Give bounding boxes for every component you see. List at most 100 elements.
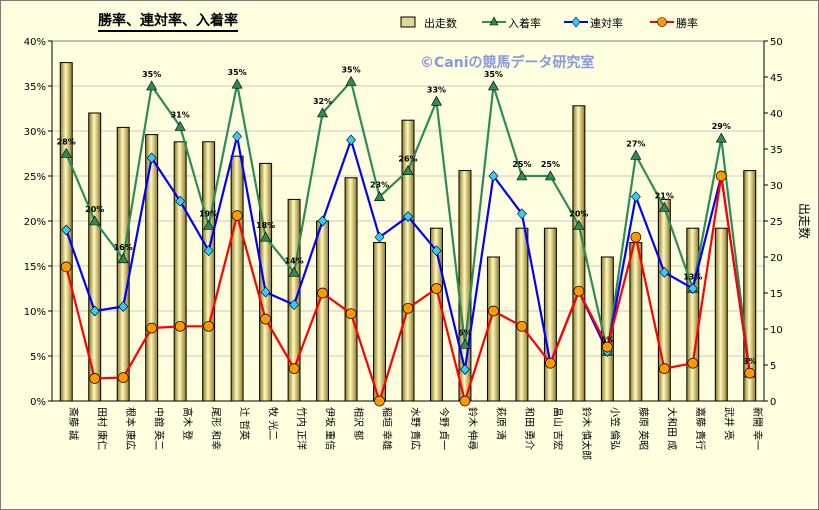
bar-starts bbox=[344, 177, 358, 402]
category-label: 稲垣 幸雄 bbox=[381, 407, 394, 450]
point-placing bbox=[288, 266, 300, 277]
right-tick-label: 15 bbox=[770, 289, 783, 300]
point-winrate bbox=[459, 395, 471, 407]
point-quinella bbox=[232, 130, 243, 142]
point-winrate bbox=[402, 302, 414, 314]
category-label: 武井 亮 bbox=[722, 407, 735, 440]
point-winrate bbox=[231, 210, 243, 221]
bar-starts bbox=[515, 227, 529, 402]
data-label-placing: 19% bbox=[199, 210, 218, 219]
point-quinella bbox=[260, 286, 271, 298]
left-tick-label: 0% bbox=[30, 397, 46, 408]
point-winrate bbox=[260, 313, 271, 325]
point-quinella bbox=[346, 134, 356, 146]
left-tick-label: 15% bbox=[24, 262, 46, 273]
category-label: 小笠 倫弘 bbox=[608, 407, 621, 450]
category-label: 嘉藤 貴行 bbox=[694, 407, 707, 450]
legend-item-placing: 入着率 bbox=[482, 14, 541, 30]
data-label-placing: 16% bbox=[114, 243, 133, 252]
right-tick-label: 45 bbox=[770, 73, 783, 84]
left-tick-label: 20% bbox=[24, 217, 46, 228]
legend-diamond-icon bbox=[564, 16, 588, 28]
left-tick-label: 25% bbox=[24, 172, 46, 183]
point-placing bbox=[117, 253, 129, 264]
point-winrate bbox=[146, 322, 158, 334]
point-winrate bbox=[203, 320, 214, 332]
bar-starts bbox=[259, 162, 273, 402]
right-tick-label: 5 bbox=[770, 361, 776, 372]
data-label-placing: 32% bbox=[313, 97, 332, 106]
category-label: 和田 勇介 bbox=[523, 407, 535, 450]
category-label: 根本 康広 bbox=[124, 407, 137, 450]
right-tick-label: 20 bbox=[770, 253, 783, 264]
point-placing bbox=[60, 147, 72, 158]
point-placing bbox=[89, 215, 101, 226]
category-label: 高木 登 bbox=[181, 407, 194, 440]
category-label: 斎藤 誠 bbox=[67, 407, 80, 440]
bar-starts bbox=[686, 227, 700, 402]
data-label-placing: 25% bbox=[541, 160, 560, 169]
point-quinella bbox=[460, 364, 470, 375]
category-label: 相沢 郁 bbox=[352, 407, 365, 440]
point-placing bbox=[374, 191, 386, 201]
point-quinella bbox=[403, 211, 413, 222]
bar-starts bbox=[714, 227, 728, 402]
data-label-placing: 20% bbox=[85, 205, 104, 214]
category-label: 尾形 和幸 bbox=[210, 407, 222, 450]
data-label-placing: 29% bbox=[712, 122, 731, 131]
bar-starts bbox=[743, 170, 757, 402]
category-label: 牧 光二 bbox=[267, 407, 280, 440]
left-tick-label: 40% bbox=[24, 37, 46, 48]
data-label-placing: 26% bbox=[398, 155, 417, 164]
bar-starts bbox=[657, 198, 671, 402]
category-label: 田村 康仁 bbox=[96, 407, 109, 450]
legend-item-starts: 出走数 bbox=[398, 14, 457, 30]
point-placing bbox=[544, 170, 556, 181]
data-label-placing: 35% bbox=[142, 70, 161, 79]
data-label-placing: 20% bbox=[569, 210, 588, 219]
data-label-placing: 14% bbox=[285, 256, 304, 265]
legend-label-starts: 出走数 bbox=[424, 17, 457, 30]
point-winrate bbox=[545, 357, 556, 369]
right-tick-label: 50 bbox=[770, 37, 783, 48]
data-label-placing: 6% bbox=[458, 328, 472, 337]
point-quinella bbox=[61, 224, 72, 236]
point-placing bbox=[658, 201, 670, 212]
category-label: 藤原 英昭 bbox=[637, 407, 650, 450]
data-label-placing: 3% bbox=[743, 357, 757, 366]
category-label: 鈴木 伸尋 bbox=[466, 407, 479, 450]
category-label: 大和田 成 bbox=[665, 407, 678, 450]
point-placing bbox=[430, 95, 442, 106]
point-placing bbox=[630, 149, 642, 160]
point-quinella bbox=[630, 191, 641, 203]
chart-title: 勝率、連対率、入着率 bbox=[98, 12, 238, 32]
category-label: 萩原 清 bbox=[494, 407, 507, 440]
point-winrate bbox=[658, 363, 670, 374]
point-winrate bbox=[174, 320, 186, 332]
point-winrate bbox=[374, 395, 385, 407]
category-label: 辻 哲英 bbox=[238, 407, 251, 440]
data-label-placing: 13% bbox=[683, 273, 702, 282]
point-winrate bbox=[488, 305, 499, 317]
category-label: 畠山 吉宏 bbox=[551, 407, 564, 450]
left-tick-label: 10% bbox=[24, 307, 46, 318]
point-quinella bbox=[517, 208, 527, 220]
category-label: 今野 貞一 bbox=[437, 407, 450, 450]
point-winrate bbox=[516, 320, 528, 332]
bar-starts bbox=[173, 141, 187, 402]
right-tick-label: 40 bbox=[770, 109, 783, 120]
point-quinella bbox=[89, 305, 100, 317]
bar-starts bbox=[572, 105, 586, 402]
point-winrate bbox=[117, 372, 129, 383]
bar-starts bbox=[202, 141, 216, 402]
right-tick-label: 25 bbox=[770, 217, 783, 228]
data-label-placing: 6% bbox=[601, 336, 615, 345]
point-winrate bbox=[431, 283, 442, 294]
point-winrate bbox=[687, 357, 699, 369]
bar-starts bbox=[316, 220, 330, 402]
point-placing bbox=[260, 231, 272, 242]
point-placing bbox=[203, 219, 215, 230]
data-label-placing: 23% bbox=[370, 181, 389, 190]
point-quinella bbox=[431, 245, 442, 257]
